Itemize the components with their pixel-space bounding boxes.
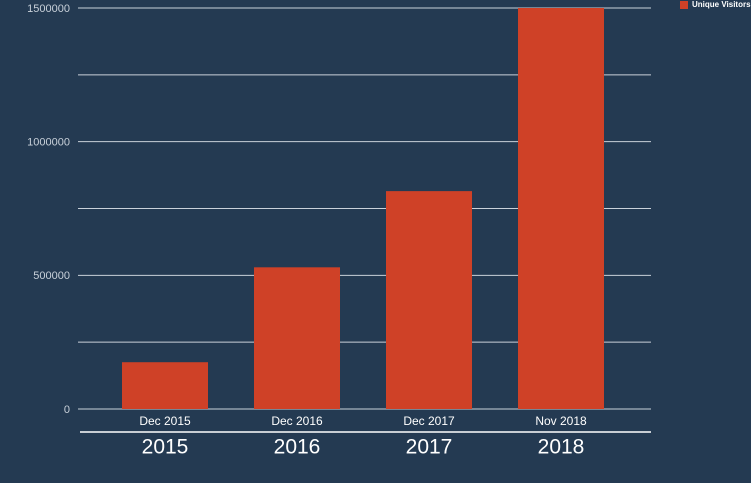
y-tick-label: 1500000: [27, 3, 70, 15]
y-tick-label: 0: [64, 404, 70, 416]
bar: [254, 267, 340, 409]
x-tick-label: Nov 2018: [535, 414, 587, 428]
bar: [518, 8, 604, 409]
x-group-label: 2016: [274, 436, 321, 459]
x-tick-label: Dec 2015: [139, 414, 191, 428]
legend-swatch: [680, 1, 688, 9]
x-tick-label: Dec 2016: [271, 414, 323, 428]
x-group-label: 2015: [142, 436, 189, 459]
legend-label: Unique Visitors: [692, 0, 751, 9]
y-tick-label: 500000: [33, 270, 70, 282]
x-tick-label: Dec 2017: [403, 414, 455, 428]
y-tick-label: 1000000: [27, 137, 70, 149]
x-group-label: 2018: [538, 436, 585, 459]
x-group-label: 2017: [406, 436, 453, 459]
bar: [122, 362, 208, 409]
bar: [386, 191, 472, 409]
